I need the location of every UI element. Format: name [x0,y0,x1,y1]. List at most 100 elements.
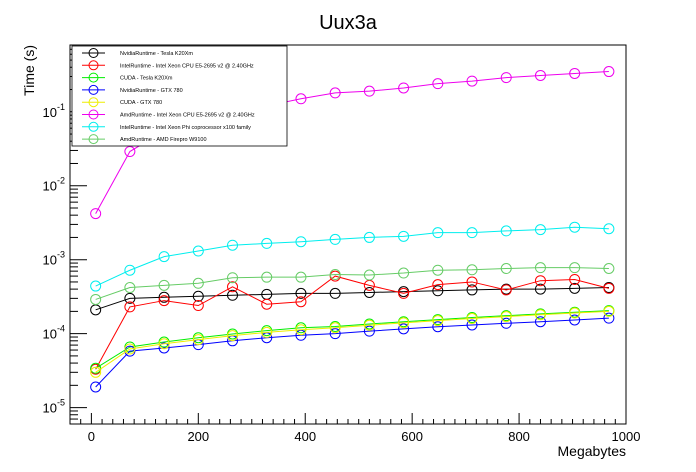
y-tick-label: 10-1 [43,102,65,120]
legend-marker [88,60,99,71]
data-point [90,381,102,393]
data-point [398,287,410,299]
series-6 [90,221,615,292]
data-point [534,275,546,287]
y-tick-exponent: -2 [57,176,65,186]
data-point [363,269,375,281]
legend-label: CUDA - GTX 780 [120,100,162,106]
y-tick-label: 10-3 [43,250,65,268]
data-point [432,285,444,297]
data-point [261,237,273,249]
data-point [90,362,102,374]
data-point [398,317,410,329]
data-point [466,313,478,325]
y-tick-base: 10 [43,253,57,268]
data-point [329,322,341,334]
legend-label: AmdRuntime - AMD Firepro W9100 [120,137,207,143]
series-7 [90,262,615,305]
series-line [95,317,609,388]
data-point [295,236,307,248]
data-point [603,66,615,78]
y-tick-exponent: -5 [57,398,65,408]
data-point [227,272,239,284]
data-point [603,223,615,235]
legend-marker [88,134,99,145]
x-tick-label: 400 [294,429,316,444]
data-point [124,146,136,158]
data-point [466,284,478,296]
data-point [603,263,615,275]
data-point [158,279,170,291]
data-point [534,309,546,321]
data-point [432,264,444,276]
x-tick-label: 200 [187,429,209,444]
data-point [192,245,204,257]
data-point [603,312,615,324]
legend-entry: NvidiaRuntime - GTX 780 [82,84,183,95]
data-point [124,343,136,355]
series-line [95,310,609,373]
legend-marker [88,72,99,83]
series-4 [90,305,615,378]
x-axis-title: Megabytes [558,443,626,459]
series-line [95,287,609,311]
data-point [569,273,581,285]
data-point [363,325,375,337]
data-point [569,67,581,79]
data-point [124,292,136,304]
data-point [90,366,102,378]
data-point [329,87,341,99]
data-point [398,230,410,242]
data-point [534,69,546,81]
data-point [432,315,444,327]
data-point [329,233,341,245]
series-line [95,310,609,369]
data-point [500,317,512,329]
data-point [363,85,375,97]
data-point [466,276,478,288]
x-tick-label: 1000 [612,429,641,444]
data-point [569,262,581,274]
data-point [261,271,273,283]
data-point [534,283,546,295]
data-point [90,208,102,220]
data-point [192,334,204,346]
data-point [500,263,512,275]
legend-label: NvidiaRuntime - Tesla K20Xm [120,51,193,57]
data-point [124,264,136,276]
data-point [363,319,375,331]
legend-entry: IntelRuntime - Intel Xeon CPU E5-2695 v2… [82,60,254,71]
y-tick-exponent: -1 [57,102,65,112]
data-point [227,281,239,293]
data-point [261,326,273,338]
data-point [569,282,581,294]
data-point [329,287,341,299]
chart-title: Uux3a [319,12,378,34]
legend-entry: NvidiaRuntime - Tesla K20Xm [82,48,193,58]
data-point [124,282,136,294]
x-tick-label: 800 [508,429,530,444]
series-line [95,275,610,370]
data-point [158,295,170,307]
legend-label: IntelRuntime - Intel Xeon Phi coprocesso… [120,125,251,131]
legend-marker [88,121,99,132]
data-point [329,269,341,281]
data-point [534,224,546,236]
y-tick-base: 10 [43,401,57,416]
data-point [192,277,204,289]
data-point [398,267,410,279]
legend-entry: IntelRuntime - Intel Xeon Phi coprocesso… [82,121,251,132]
data-point [192,290,204,302]
data-point [398,82,410,94]
x-tick-label: 600 [401,429,423,444]
legend-entry: AmdRuntime - AMD Firepro W9100 [82,134,207,145]
x-tick-label: 0 [88,429,95,444]
y-tick-exponent: -4 [57,324,65,334]
data-point [500,72,512,84]
data-point [124,301,136,313]
data-point [500,311,512,323]
data-point [329,328,341,340]
legend-entry: AmdRuntime - Intel Xeon CPU E5-2695 v2 @… [82,109,255,120]
data-point [432,321,444,333]
